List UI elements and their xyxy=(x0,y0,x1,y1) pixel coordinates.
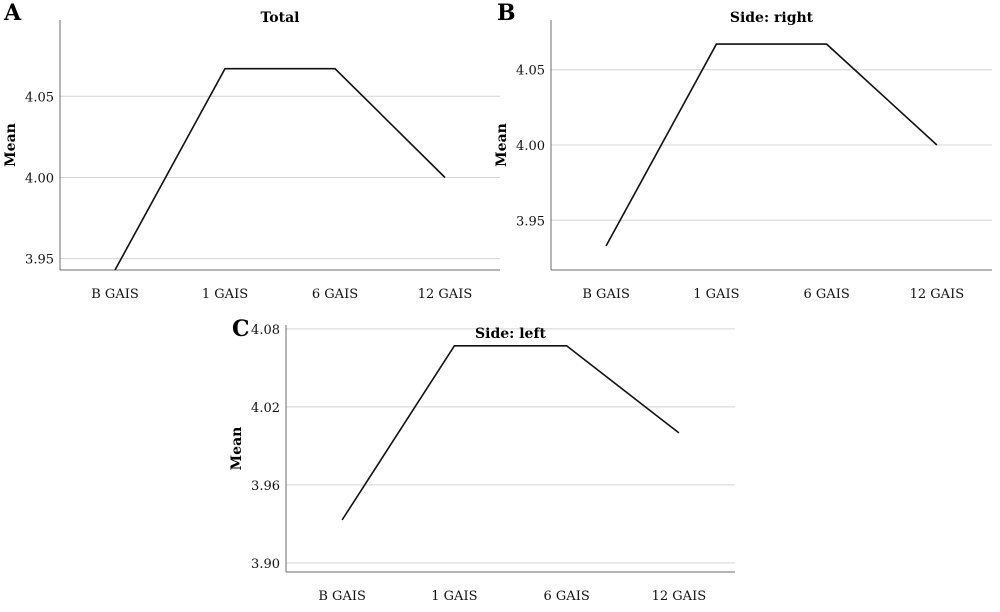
y-tick-label: 3.90 xyxy=(251,557,280,572)
y-tick-label: 4.05 xyxy=(516,64,545,79)
chart-panel-a: 3.95 4.00 4.05 B GAIS 1 GAIS 6 GAIS 12 GAIS Mea… xyxy=(3,0,500,302)
chart-title: Side: right xyxy=(730,10,814,26)
y-tick-label: 4.08 xyxy=(251,323,280,338)
x-tick-label: 12 GAIS xyxy=(652,589,707,604)
y-tick-label: 3.96 xyxy=(251,479,280,494)
chart-title: Total xyxy=(260,10,299,26)
x-tick-label: 1 GAIS xyxy=(431,589,477,604)
chart-panel-c: 3.90 3.96 4.02 4.08 B GAIS 1 GAIS 6 GAIS 12 GAI… xyxy=(229,316,735,604)
x-tick-label: B GAIS xyxy=(91,287,139,302)
y-axis-title: Mean xyxy=(3,123,19,167)
mean-series-line xyxy=(605,43,938,247)
y-tick-label: 4.00 xyxy=(516,139,545,154)
y-tick-label: 3.95 xyxy=(516,214,545,229)
chart-title: Side: left xyxy=(475,326,546,342)
x-tick-label: 1 GAIS xyxy=(693,287,739,302)
panel-letter: B xyxy=(497,0,516,26)
x-tick-label: 6 GAIS xyxy=(544,589,590,604)
x-tick-label: B GAIS xyxy=(582,287,630,302)
x-tick-label: 12 GAIS xyxy=(418,287,473,302)
x-tick-label: 12 GAIS xyxy=(910,287,965,302)
panel-letter: A xyxy=(3,0,22,26)
x-tick-label: 1 GAIS xyxy=(202,287,248,302)
mean-series-line xyxy=(341,344,680,521)
mean-series-line xyxy=(114,67,446,270)
panel-letter: C xyxy=(232,316,250,342)
y-tick-label: 4.02 xyxy=(251,401,280,416)
x-tick-label: B GAIS xyxy=(318,589,366,604)
chart-panel-b: 3.95 4.00 4.05 B GAIS 1 GAIS 6 GAIS 12 GAIS Mea… xyxy=(494,0,992,302)
y-tick-label: 4.00 xyxy=(25,171,54,186)
x-tick-label: 6 GAIS xyxy=(312,287,358,302)
y-tick-label: 4.05 xyxy=(25,90,54,105)
y-tick-label: 3.95 xyxy=(25,253,54,268)
y-axis-title: Mean xyxy=(229,427,245,471)
x-tick-label: 6 GAIS xyxy=(804,287,850,302)
y-axis-title: Mean xyxy=(494,123,510,167)
